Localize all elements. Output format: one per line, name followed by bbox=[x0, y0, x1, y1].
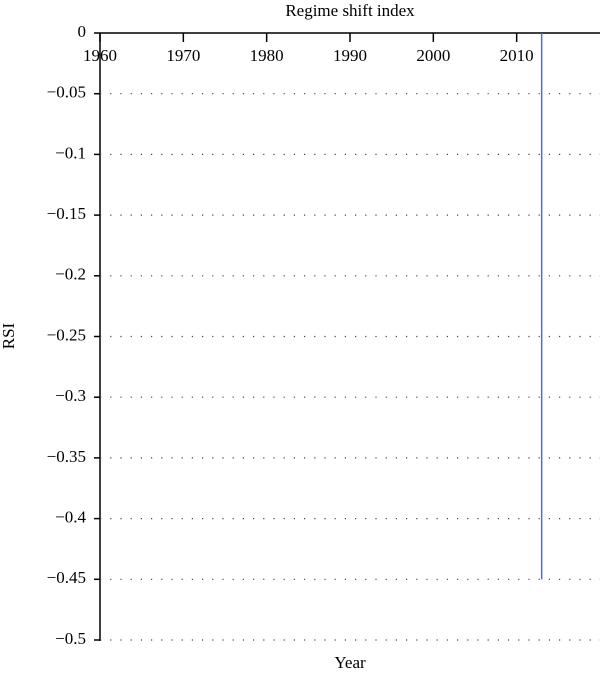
y-tick-label: −0.15 bbox=[47, 204, 86, 223]
y-tick-label: −0.3 bbox=[55, 386, 86, 405]
y-tick-label: −0.35 bbox=[47, 447, 86, 466]
x-tick-label: 1980 bbox=[250, 46, 284, 65]
chart-title: Regime shift index bbox=[285, 1, 415, 20]
y-tick-label: −0.2 bbox=[55, 265, 86, 284]
bar bbox=[540, 33, 543, 580]
x-tick-label: 2000 bbox=[416, 46, 450, 65]
y-tick-label: 0 bbox=[78, 22, 87, 41]
y-tick-label: −0.4 bbox=[55, 508, 86, 527]
y-tick-label: −0.5 bbox=[55, 629, 86, 648]
y-tick-label: −0.45 bbox=[47, 568, 86, 587]
y-tick-label: −0.1 bbox=[55, 143, 86, 162]
y-axis-label: RSI bbox=[0, 322, 18, 349]
x-tick-label: 1970 bbox=[166, 46, 200, 65]
x-tick-label: 1990 bbox=[333, 46, 367, 65]
y-tick-label: −0.05 bbox=[47, 83, 86, 102]
x-tick-label: 2010 bbox=[500, 46, 534, 65]
x-tick-label: 1960 bbox=[83, 46, 117, 65]
x-axis-label: Year bbox=[334, 653, 366, 672]
y-tick-label: −0.25 bbox=[47, 325, 86, 344]
